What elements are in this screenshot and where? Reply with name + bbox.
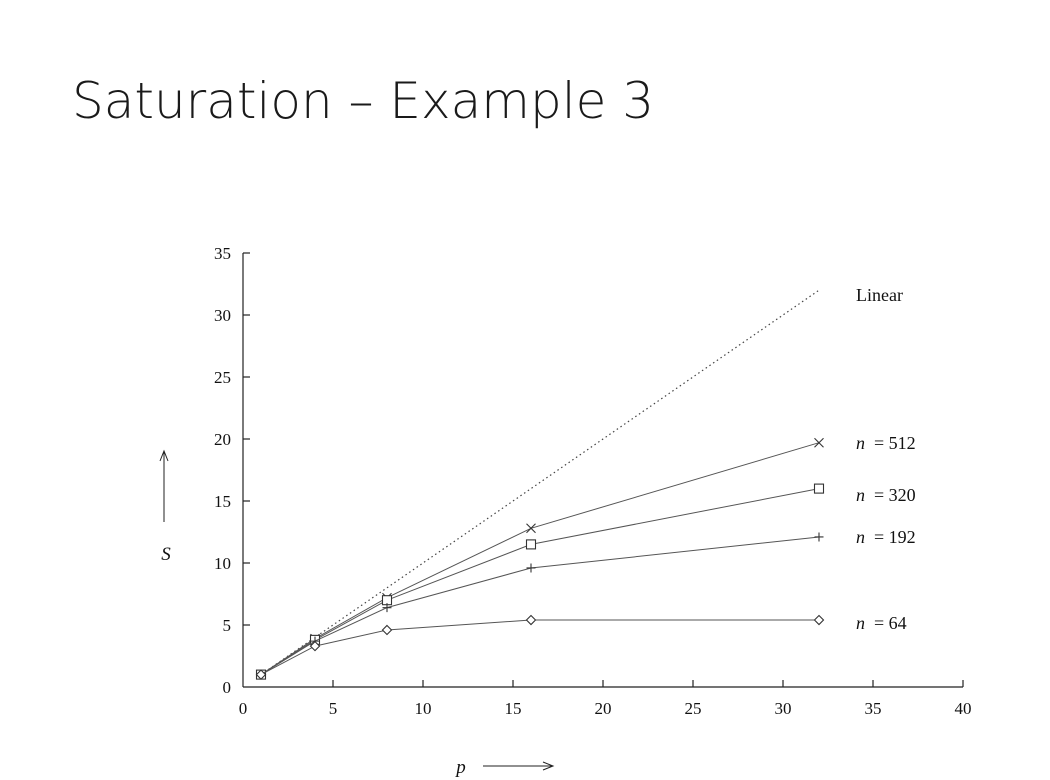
x-tick-label: 10 — [415, 699, 432, 718]
series-label: Linear — [856, 285, 903, 305]
x-axis-label: p — [454, 757, 466, 778]
y-tick-label: 5 — [223, 616, 232, 635]
y-tick-label: 35 — [214, 244, 231, 263]
series-label-value: = 512 — [874, 433, 916, 453]
data-point-diamond-marker — [255, 669, 267, 680]
data-point-diamond-marker — [309, 640, 321, 652]
series-line — [260, 619, 819, 676]
series-line — [260, 536, 820, 676]
y-tick-label: 30 — [214, 306, 231, 325]
series-label-value: = 64 — [874, 613, 907, 633]
series-label-var: n — [856, 433, 865, 453]
data-point-plus-marker — [526, 563, 536, 573]
series-line — [260, 289, 820, 676]
x-tick-label: 40 — [955, 699, 972, 718]
series-line — [260, 488, 820, 676]
y-axis-arrowhead — [159, 449, 169, 462]
data-point-diamond-marker — [381, 624, 393, 636]
data-point-diamond-marker — [813, 614, 825, 626]
series-label-value: = 192 — [874, 527, 916, 547]
y-tick-label: 25 — [214, 368, 231, 387]
x-tick-label: 30 — [775, 699, 792, 718]
x-tick-label: 5 — [329, 699, 338, 718]
data-point-square-marker — [813, 483, 825, 494]
data-point-plus-marker — [382, 603, 392, 613]
x-tick-label: 25 — [685, 699, 702, 718]
data-point-x-marker — [814, 437, 824, 448]
y-tick-label: 15 — [214, 492, 231, 511]
series-label-var: n — [856, 485, 865, 505]
series-label-value: = 320 — [874, 485, 916, 505]
series-label-var: n — [856, 613, 865, 633]
x-tick-label: 15 — [505, 699, 522, 718]
x-tick-label: 35 — [865, 699, 882, 718]
x-tick-label: 20 — [595, 699, 612, 718]
y-axis-label: S — [161, 544, 171, 565]
x-tick-label: 0 — [239, 699, 248, 718]
data-point-x-marker — [526, 523, 536, 534]
y-tick-label: 20 — [214, 430, 231, 449]
x-axis-arrowhead — [542, 761, 555, 771]
slide-title: Saturation – Example 3 — [72, 72, 655, 130]
y-tick-label: 10 — [214, 554, 231, 573]
data-point-square-marker — [525, 539, 537, 550]
y-tick-label: 0 — [223, 678, 232, 697]
series-label-var: n — [856, 527, 865, 547]
data-point-diamond-marker — [525, 614, 537, 626]
data-point-plus-marker — [814, 532, 824, 542]
